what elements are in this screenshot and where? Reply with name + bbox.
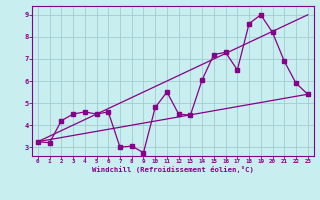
X-axis label: Windchill (Refroidissement éolien,°C): Windchill (Refroidissement éolien,°C): [92, 166, 254, 173]
